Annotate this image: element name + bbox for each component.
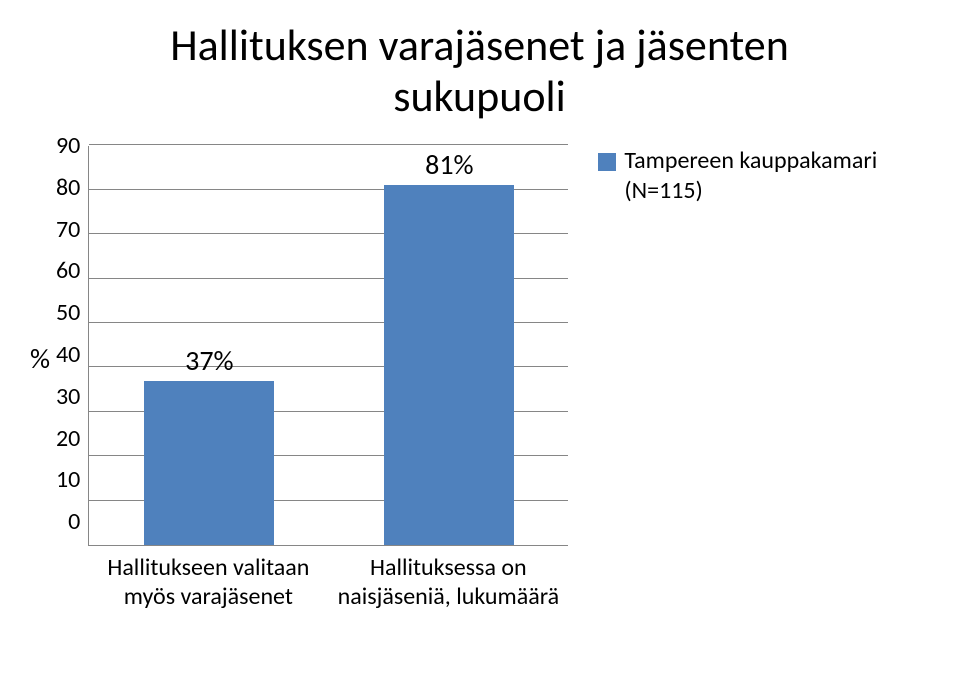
chart-content: % 9080706050403020100 37%81% Hallituksee…: [30, 146, 929, 612]
y-tick: 90: [56, 134, 80, 158]
y-tick: 10: [56, 468, 80, 492]
x-axis-label: Hallituksessa onnaisjäseniä, lukumäärä: [328, 554, 568, 612]
y-tick: 50: [56, 301, 80, 325]
y-tick: 70: [56, 218, 80, 242]
gridline: [89, 144, 568, 145]
bar-rect: [144, 381, 274, 545]
bar-value-label: 81%: [384, 147, 514, 182]
title-line-1: Hallituksen varajäsenet ja jäsenten: [170, 18, 789, 72]
y-tick: 30: [56, 385, 80, 409]
legend-text: Tampereen kauppakamari (N=115): [624, 146, 877, 206]
x-axis-labels: Hallitukseen valitaanmyös varajäsenetHal…: [88, 554, 568, 612]
bar-value-label: 37%: [144, 343, 274, 378]
y-axis-ticks: 90 80 70 60 50 40 30 20 10 0: [56, 134, 80, 534]
y-tick: 60: [56, 259, 80, 283]
y-tick: 20: [56, 427, 80, 451]
plot-area: 37% 81%: [88, 146, 568, 546]
y-tick: 0: [68, 510, 80, 534]
bar-rect: [384, 185, 514, 545]
bar: 81%: [384, 185, 514, 545]
axis-and-plot: 9080706050403020100 37%81% Hallitukseen …: [56, 146, 568, 612]
y-tick: 40: [56, 343, 80, 367]
chart-zone: % 9080706050403020100 37%81% Hallituksee…: [30, 146, 568, 612]
y-axis-label: %: [30, 341, 50, 376]
legend-swatch: [598, 153, 616, 171]
legend: Tampereen kauppakamari (N=115): [598, 146, 877, 206]
legend-line-2: (N=115): [624, 176, 703, 205]
plot-wrap: 37% 81% Hallitukseen valitaanmyös varajäs…: [88, 146, 568, 612]
x-axis-label: Hallitukseen valitaanmyös varajäsenet: [88, 554, 328, 612]
bar: 37%: [144, 381, 274, 545]
y-tick: 80: [56, 176, 80, 200]
chart-title: Hallituksen varajäsenet ja jäsenten suku…: [30, 20, 929, 121]
title-line-2: sukupuoli: [393, 69, 566, 123]
legend-line-1: Tampereen kauppakamari: [624, 146, 877, 175]
